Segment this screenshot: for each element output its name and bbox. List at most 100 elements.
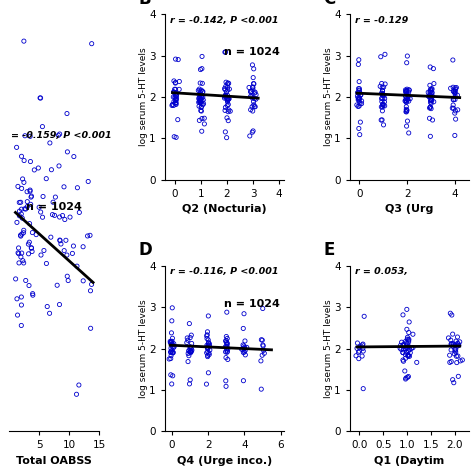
Point xyxy=(172,93,179,101)
Point xyxy=(27,193,35,201)
Point xyxy=(196,117,203,124)
Point xyxy=(205,339,212,347)
Point xyxy=(198,100,205,107)
Point xyxy=(404,96,411,103)
Point xyxy=(404,374,411,381)
Point xyxy=(172,97,179,104)
Point xyxy=(399,356,407,364)
Point xyxy=(377,116,385,124)
Point xyxy=(426,92,434,100)
Point xyxy=(403,122,410,130)
Point xyxy=(64,273,71,280)
Point xyxy=(403,340,411,347)
Point xyxy=(20,227,27,234)
Point xyxy=(409,330,417,338)
Point xyxy=(405,86,413,94)
Point xyxy=(225,95,233,102)
Point xyxy=(224,347,231,355)
Point xyxy=(405,318,413,326)
Point xyxy=(168,337,176,345)
Point xyxy=(47,233,55,241)
Point xyxy=(168,349,176,356)
Point xyxy=(405,86,413,94)
Point xyxy=(428,89,436,96)
Point xyxy=(169,343,176,351)
Point xyxy=(224,86,231,94)
Point xyxy=(407,349,414,356)
Point xyxy=(379,107,386,115)
Point xyxy=(195,94,203,101)
Point xyxy=(170,88,177,96)
Point xyxy=(204,336,212,344)
Point xyxy=(221,48,228,56)
Point xyxy=(224,91,231,99)
Point xyxy=(225,95,233,103)
Point xyxy=(196,99,204,107)
Point xyxy=(73,184,81,191)
Point xyxy=(224,108,232,116)
Point xyxy=(204,353,211,360)
Point xyxy=(379,95,386,102)
Point xyxy=(205,312,212,320)
Point xyxy=(449,96,457,103)
X-axis label: Q1 (Daytim: Q1 (Daytim xyxy=(374,456,445,466)
Point xyxy=(251,103,259,110)
Point xyxy=(56,213,64,221)
Point xyxy=(427,63,434,71)
Point xyxy=(401,367,409,375)
Point xyxy=(397,346,405,353)
Point xyxy=(18,301,25,309)
Point xyxy=(449,376,456,383)
Point xyxy=(172,100,180,108)
X-axis label: Q4 (Urge inco.): Q4 (Urge inco.) xyxy=(177,456,272,466)
Point xyxy=(427,96,434,103)
Point xyxy=(455,340,462,347)
Point xyxy=(169,100,176,108)
Point xyxy=(18,249,26,257)
Point xyxy=(196,97,204,104)
Point xyxy=(23,188,31,195)
Point xyxy=(52,193,59,201)
Point xyxy=(25,250,32,257)
Point xyxy=(221,85,228,92)
Point xyxy=(174,116,182,123)
Point xyxy=(378,116,386,124)
Point xyxy=(241,345,248,352)
Point xyxy=(203,343,211,351)
Point xyxy=(66,213,74,221)
Point xyxy=(425,92,433,100)
Point xyxy=(170,340,178,347)
Point xyxy=(450,96,457,103)
Point xyxy=(402,90,410,98)
Point xyxy=(399,349,407,356)
Point xyxy=(29,290,36,298)
Point xyxy=(250,101,257,109)
Point xyxy=(451,109,458,117)
Point xyxy=(240,348,248,356)
Point xyxy=(378,80,385,87)
Text: C: C xyxy=(324,0,336,8)
Point xyxy=(175,78,183,85)
Point xyxy=(249,86,257,94)
Point xyxy=(378,89,385,97)
Point xyxy=(450,88,457,95)
Point xyxy=(359,385,367,392)
Point xyxy=(55,162,63,170)
Point xyxy=(355,95,363,102)
Point xyxy=(446,359,454,366)
Point xyxy=(223,96,231,103)
Point xyxy=(167,371,174,379)
Point xyxy=(449,330,456,338)
Point xyxy=(427,91,435,99)
Point xyxy=(402,346,410,353)
Text: B: B xyxy=(138,0,151,8)
Point xyxy=(18,205,25,213)
Point xyxy=(355,95,363,103)
Point xyxy=(88,40,95,47)
Point xyxy=(445,334,452,342)
Point xyxy=(168,329,175,337)
Point xyxy=(26,186,34,194)
Point xyxy=(187,347,195,355)
Point xyxy=(452,346,459,353)
Point xyxy=(64,148,71,155)
